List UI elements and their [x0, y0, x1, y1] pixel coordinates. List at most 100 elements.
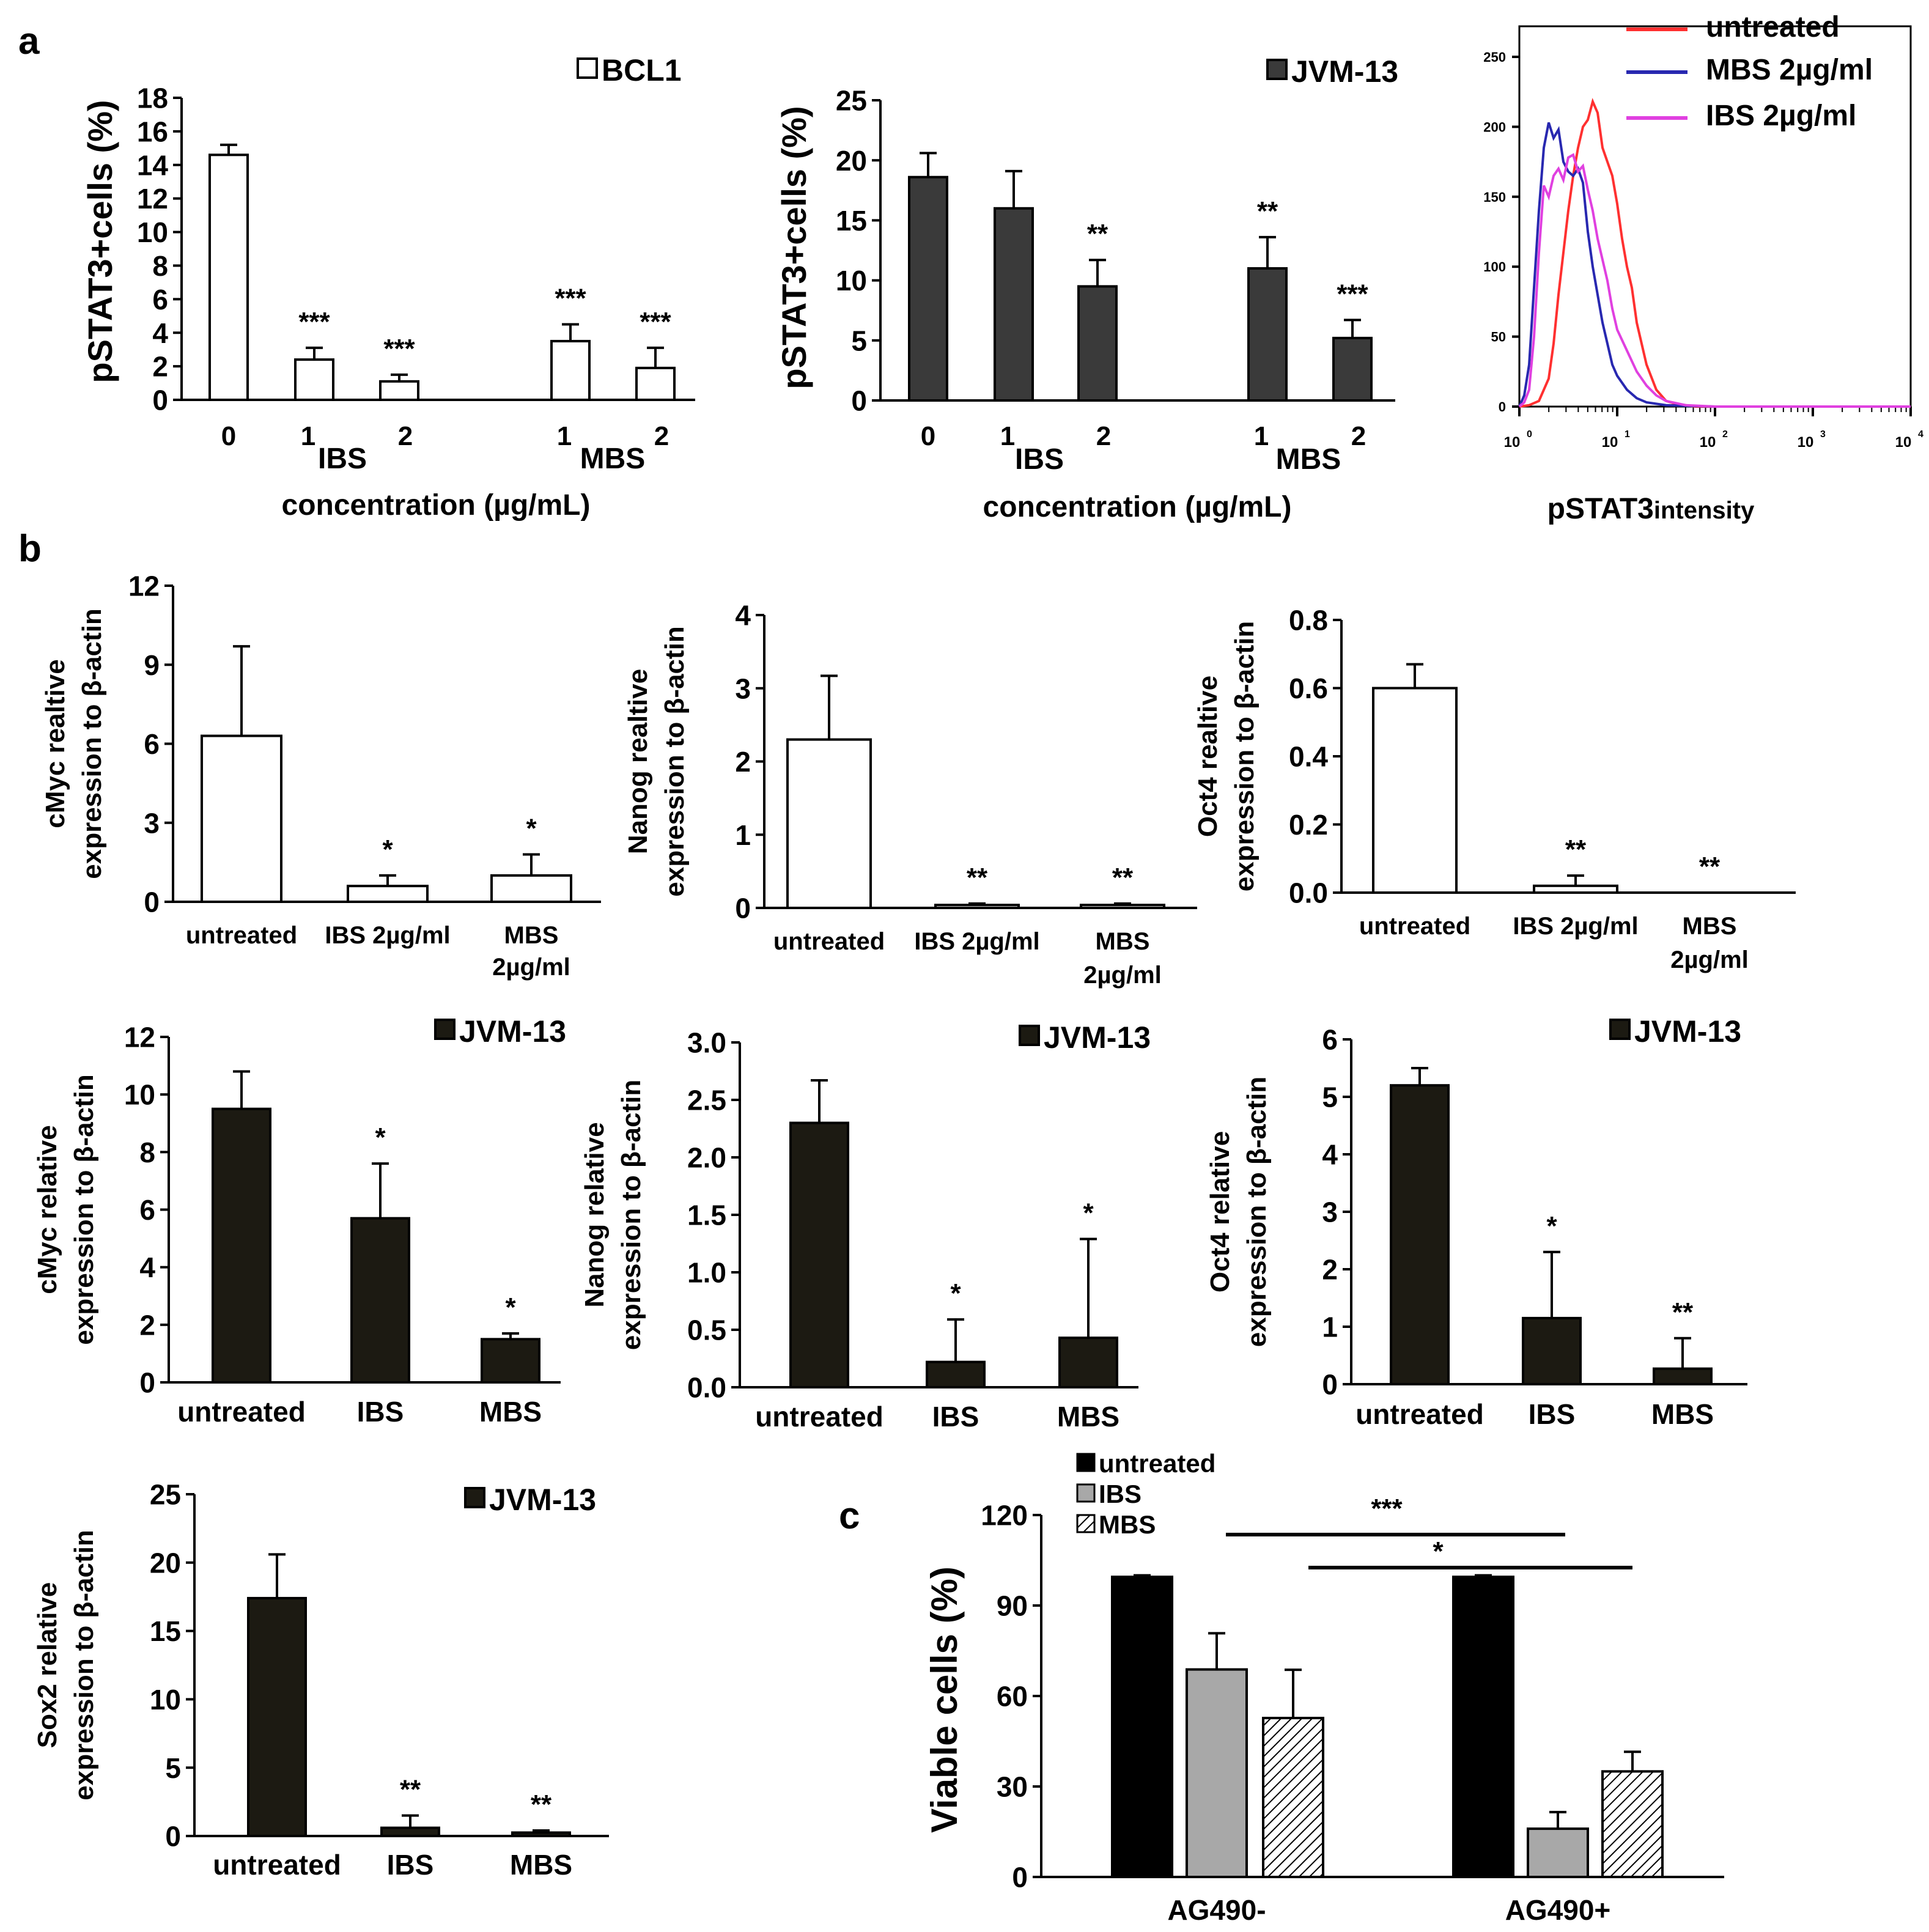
b6-bar — [1522, 1316, 1582, 1385]
c-bar-MBS — [1262, 1717, 1324, 1879]
c-y-axis-label: Viable cells (%) — [924, 1566, 965, 1833]
b4-ytick-label: 0 — [139, 1367, 155, 1399]
a3-legend-label: IBS 2µg/ml — [1706, 100, 1856, 132]
a3-ytick-label: 150 — [1483, 190, 1506, 205]
b2-significance: ** — [967, 863, 988, 893]
b4-category-label: IBS — [357, 1396, 404, 1428]
b2-category-label: IBS 2µg/ml — [914, 928, 1039, 955]
a2-xtick-label: 2 — [1096, 421, 1111, 451]
a3-xtick-label: 10 — [1798, 434, 1814, 451]
c-legend-label: untreated — [1099, 1449, 1215, 1478]
a1-ytick-label: 10 — [137, 216, 168, 248]
b4-ytick-label: 12 — [124, 1022, 155, 1053]
b1-y-axis-label-line1: cMyc realtive — [40, 659, 70, 828]
a1-significance: *** — [640, 307, 671, 337]
b6-ytick-label: 5 — [1322, 1082, 1338, 1113]
a1-bar — [379, 380, 419, 401]
b3-y-axis-label-line2: expression to β-actin — [1230, 621, 1260, 892]
a1-ytick-label: 6 — [152, 284, 168, 315]
a1-xtick-label: 2 — [654, 421, 669, 451]
b6-significance: * — [1546, 1211, 1557, 1241]
a2-y-axis-label: pSTAT3+cells (%) — [775, 106, 813, 389]
b1-significance: * — [526, 813, 537, 843]
b5-significance: * — [950, 1278, 961, 1308]
b4-ytick-label: 10 — [124, 1079, 155, 1111]
b6-ytick-label: 4 — [1322, 1139, 1338, 1171]
b7-significance: ** — [531, 1790, 552, 1820]
a2-xtick-label: 1 — [1000, 421, 1015, 451]
a2-bar — [1247, 267, 1288, 402]
a3-xtick-exponent: 0 — [1527, 429, 1532, 440]
a2-bar — [1332, 336, 1373, 402]
a2-ytick-label: 10 — [836, 265, 867, 297]
a2-ytick-label: 20 — [836, 145, 867, 177]
b6-ytick-label: 0 — [1322, 1369, 1338, 1401]
a1-group-label: MBS — [580, 443, 646, 475]
b1-y-axis-label-line2: expression to β-actin — [77, 608, 107, 879]
b7-legend-swatch — [464, 1487, 485, 1508]
c-significance-label: *** — [1371, 1494, 1403, 1524]
b2-category-label: untreated — [773, 928, 885, 955]
panel-label-c: c — [839, 1495, 860, 1537]
b3-y-axis-label-line1: Oct4 realtive — [1193, 676, 1223, 837]
a2-ytick-label: 5 — [851, 325, 867, 356]
a2-legend-swatch — [1266, 59, 1288, 80]
b3-bar — [1372, 687, 1458, 894]
b6-category-label: IBS — [1529, 1398, 1576, 1430]
c-bar-untreated — [1111, 1576, 1173, 1878]
b7-ytick-label: 5 — [165, 1752, 181, 1784]
b3-bar — [1533, 884, 1618, 894]
a1-xtick-label: 1 — [301, 421, 315, 451]
b4-bar — [481, 1338, 540, 1384]
a1-xtick-label: 0 — [221, 421, 236, 451]
a2-xtick-label: 2 — [1351, 421, 1366, 451]
a3-ytick-label: 100 — [1483, 259, 1506, 275]
b5-ytick-label: 1.0 — [687, 1257, 726, 1289]
c-legend-swatch — [1076, 1453, 1096, 1472]
a2-ytick-label: 0 — [851, 385, 867, 417]
b7-category-label: IBS — [387, 1849, 434, 1881]
b2-bar — [786, 738, 872, 909]
b5-y-axis-label-line1: Nanog relative — [580, 1122, 610, 1307]
a2-xtick-label: 1 — [1254, 421, 1269, 451]
a1-ytick-label: 16 — [137, 116, 168, 147]
b3-significance: ** — [1699, 852, 1721, 882]
b6-category-label: MBS — [1651, 1398, 1714, 1430]
a3-series-line-red — [1519, 98, 1911, 408]
b7-ytick-label: 0 — [165, 1821, 181, 1853]
a2-bar — [994, 207, 1034, 402]
b1-bar — [347, 885, 429, 904]
a2-bar — [908, 175, 948, 402]
b5-legend-swatch — [1019, 1025, 1040, 1046]
a2-significance: ** — [1087, 219, 1108, 249]
a2-x-axis-label: concentration (µg/mL) — [983, 491, 1292, 523]
a1-bar — [550, 339, 591, 402]
a2-bar — [1077, 285, 1118, 402]
b6-significance: ** — [1672, 1297, 1694, 1327]
a2-ytick-label: 15 — [836, 205, 867, 237]
b6-bar — [1390, 1084, 1450, 1385]
b1-category-label: IBS 2µg/ml — [325, 922, 450, 949]
b3-ytick-label: 0.0 — [1289, 877, 1328, 909]
a3-series-line-blue — [1518, 122, 1911, 408]
a3-ytick-label: 0 — [1499, 399, 1506, 415]
a1-xtick-label: 2 — [398, 421, 413, 451]
b2-ytick-label: 0 — [735, 893, 751, 924]
b3-ytick-label: 0.4 — [1289, 741, 1328, 773]
c-legend-swatch — [1076, 1483, 1096, 1503]
b3-category-label: untreated — [1359, 913, 1470, 940]
a2-legend-label: JVM-13 — [1291, 54, 1398, 89]
b6-y-axis-label-line2: expression to β-actin — [1242, 1077, 1272, 1348]
a1-ytick-label: 12 — [137, 183, 168, 215]
panel-label-b: b — [18, 528, 42, 570]
c-category-label: AG490+ — [1505, 1894, 1611, 1926]
b6-bar — [1653, 1367, 1713, 1386]
b3-category-label: 2µg/ml — [1670, 946, 1749, 973]
a3-series-line-magenta — [1518, 153, 1911, 408]
a2-group-label: IBS — [1015, 443, 1064, 476]
c-ytick-label: 0 — [1012, 1862, 1028, 1893]
b2-y-axis-label-line1: Nanog realtive — [623, 669, 653, 854]
a3-xtick-label: 10 — [1504, 434, 1521, 451]
a1-ytick-label: 4 — [152, 317, 168, 349]
a1-bar — [294, 358, 334, 402]
